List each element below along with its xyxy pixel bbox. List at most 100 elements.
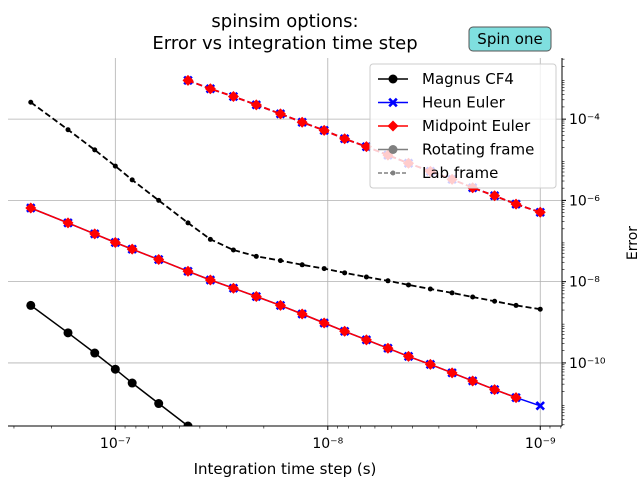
data-point-magnus-cf4-lab-frame-11 (299, 262, 305, 268)
legend-entry-magnus-cf4-marker (388, 74, 398, 84)
data-point-midpoint-euler-rotating-frame-10 (274, 299, 286, 311)
y-tick-label-2: 10⁻⁸ (569, 275, 600, 291)
data-point-midpoint-euler-rotating-frame-8 (227, 282, 239, 294)
data-point-magnus-cf4-lab-frame-19 (470, 294, 476, 300)
legend-entry-midpoint-euler-label: Midpoint Euler (422, 117, 531, 135)
data-point-midpoint-euler-lab-frame-7 (339, 133, 351, 145)
legend-entry-midpoint-euler-marker (387, 120, 399, 132)
legend-entry-lab-frame-marker (390, 170, 396, 176)
series-line-magnus-cf4-lab-frame (30, 101, 541, 311)
data-point-magnus-cf4-rotating-frame-7 (206, 438, 215, 447)
legend-entry-magnus-cf4: Magnus CF4 (378, 70, 514, 88)
data-point-magnus-cf4-rotating-frame-1 (63, 328, 73, 338)
legend-entry-rotating-frame: Rotating frame (378, 141, 534, 159)
data-point-magnus-cf4-lab-frame-17 (427, 286, 433, 292)
data-point-midpoint-euler-lab-frame-14 (489, 190, 501, 202)
chart-title: spinsim options: (211, 11, 358, 32)
data-point-magnus-cf4-lab-frame-2 (92, 147, 98, 153)
data-point-midpoint-euler-rotating-frame-15 (382, 342, 394, 354)
data-point-midpoint-euler-rotating-frame-2 (89, 228, 101, 240)
annotation-badge-background (468, 26, 552, 52)
data-point-midpoint-euler-rotating-frame-21 (510, 392, 522, 404)
x-tick-label-1: 10⁻⁸ (312, 436, 343, 452)
chart-subtitle: Error vs integration time step (152, 33, 417, 54)
annotation-badge-label: Spin one (477, 30, 542, 48)
data-point-midpoint-euler-rotating-frame-14 (360, 334, 372, 346)
data-point-midpoint-euler-rotating-frame-13 (339, 325, 351, 337)
data-point-midpoint-euler-rotating-frame-19 (467, 375, 479, 387)
data-point-midpoint-euler-rotating-frame-0 (25, 202, 37, 214)
series-magnus-cf4-rotating-frame (26, 300, 215, 447)
data-point-heun-euler-rotating-frame-22-stroke-b (535, 401, 545, 411)
data-point-magnus-cf4-lab-frame-18 (449, 290, 455, 296)
data-point-magnus-cf4-lab-frame-13 (342, 270, 348, 276)
data-point-magnus-cf4-rotating-frame-6 (183, 421, 193, 426)
legend: Magnus CF4 Heun Euler Midpoint Euler Rotati… (369, 63, 557, 189)
legend-entry-magnus-cf4-label: Magnus CF4 (422, 70, 514, 88)
series-line-midpoint-euler-rotating-frame (30, 207, 517, 399)
series-midpoint-euler-rotating-frame (25, 202, 522, 404)
data-point-magnus-cf4-lab-frame-21 (513, 302, 519, 308)
series-line-magnus-cf4-rotating-frame (30, 304, 190, 426)
x-tick-label-0: 10⁻⁷ (100, 436, 131, 452)
tick-layer: 10⁻⁷ 10⁻⁸ 10⁻⁹ 10⁻⁴ 10⁻⁶ 10⁻⁸ 10⁻¹⁰ (13, 58, 606, 452)
data-point-midpoint-euler-rotating-frame-20 (489, 384, 501, 396)
data-point-midpoint-euler-lab-frame-6 (318, 124, 330, 136)
data-point-midpoint-euler-rotating-frame-18 (446, 367, 458, 379)
data-point-magnus-cf4-lab-frame-16 (405, 282, 411, 288)
data-point-midpoint-euler-rotating-frame-11 (296, 308, 308, 320)
x-axis-label: Integration time step (s) (194, 460, 377, 478)
data-point-magnus-cf4-rotating-frame-3 (110, 364, 120, 374)
data-point-magnus-cf4-rotating-frame-4 (127, 378, 137, 388)
data-point-midpoint-euler-lab-frame-16 (534, 206, 546, 218)
data-point-midpoint-euler-lab-frame-1 (204, 83, 216, 95)
legend-entry-heun-euler-marker (388, 97, 398, 108)
y-tick-label-1: 10⁻⁶ (569, 193, 600, 209)
data-point-magnus-cf4-lab-frame-8 (230, 247, 236, 253)
data-point-midpoint-euler-rotating-frame-4 (126, 243, 138, 255)
data-point-magnus-cf4-lab-frame-7 (207, 236, 213, 242)
legend-entry-midpoint-euler: Midpoint Euler (378, 117, 531, 135)
series-magnus-cf4-lab-frame (28, 99, 543, 312)
data-point-magnus-cf4-rotating-frame-2 (90, 348, 100, 358)
data-point-magnus-cf4-lab-frame-15 (385, 278, 391, 284)
data-point-magnus-cf4-rotating-frame-5 (154, 399, 164, 409)
data-point-midpoint-euler-rotating-frame-9 (250, 291, 262, 303)
data-point-magnus-cf4-lab-frame-10 (277, 258, 283, 264)
legend-entry-rotating-frame-label: Rotating frame (422, 141, 534, 159)
legend-entry-heun-euler-label: Heun Euler (422, 94, 506, 112)
legend-entry-heun-euler-marker-stroke-b (388, 97, 398, 108)
data-point-magnus-cf4-lab-frame-14 (363, 274, 369, 280)
data-point-magnus-cf4-lab-frame-1 (65, 127, 71, 133)
annotation-badge: Spin one (468, 26, 552, 52)
y-tick-label-0: 10⁻⁴ (569, 112, 600, 128)
data-point-midpoint-euler-lab-frame-15 (510, 198, 522, 210)
data-point-midpoint-euler-rotating-frame-17 (424, 358, 436, 370)
data-point-magnus-cf4-lab-frame-12 (321, 266, 327, 272)
data-point-midpoint-euler-rotating-frame-16 (402, 350, 414, 362)
data-point-midpoint-euler-rotating-frame-12 (318, 317, 330, 329)
data-point-magnus-cf4-lab-frame-5 (156, 197, 162, 203)
data-point-midpoint-euler-lab-frame-0 (182, 74, 194, 86)
y-tick-label-3: 10⁻¹⁰ (569, 356, 606, 372)
data-point-midpoint-euler-lab-frame-5 (296, 116, 308, 128)
data-point-magnus-cf4-rotating-frame-0 (26, 300, 36, 310)
x-tick-label-2: 10⁻⁹ (525, 436, 556, 452)
data-point-magnus-cf4-lab-frame-9 (253, 253, 259, 259)
legend-entry-lab-frame-label: Lab frame (422, 164, 498, 182)
legend-entry-rotating-frame-marker (388, 145, 398, 154)
data-point-heun-euler-rotating-frame-22 (535, 401, 545, 411)
data-point-midpoint-euler-rotating-frame-7 (204, 274, 216, 286)
data-point-midpoint-euler-rotating-frame-1 (62, 217, 74, 229)
data-point-magnus-cf4-lab-frame-6 (185, 220, 191, 226)
data-point-magnus-cf4-lab-frame-3 (112, 163, 118, 169)
data-point-midpoint-euler-rotating-frame-3 (109, 237, 121, 249)
data-point-magnus-cf4-lab-frame-4 (129, 177, 135, 183)
data-point-midpoint-euler-rotating-frame-5 (153, 254, 165, 266)
data-point-magnus-cf4-lab-frame-22 (537, 306, 543, 312)
data-point-midpoint-euler-lab-frame-2 (227, 91, 239, 103)
data-point-midpoint-euler-lab-frame-4 (274, 108, 286, 120)
data-point-midpoint-euler-lab-frame-8 (360, 141, 372, 153)
data-point-magnus-cf4-lab-frame-0 (28, 99, 34, 105)
